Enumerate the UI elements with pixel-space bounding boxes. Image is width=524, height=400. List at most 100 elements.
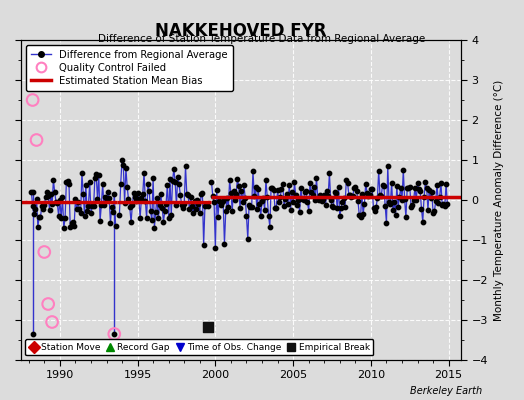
Point	[95, 172, 103, 179]
Point	[340, 194, 348, 201]
Point	[203, 203, 212, 209]
Point	[102, 196, 111, 202]
Point	[362, 180, 370, 187]
Point	[427, 195, 435, 202]
Point	[187, 194, 195, 200]
Point	[32, 137, 41, 143]
Point	[303, 198, 312, 205]
Point	[391, 212, 400, 218]
Point	[115, 211, 124, 218]
Point	[41, 194, 50, 200]
Point	[227, 190, 235, 196]
Point	[328, 202, 336, 209]
Point	[326, 197, 335, 204]
Point	[71, 196, 80, 202]
Point	[140, 170, 148, 176]
Point	[75, 206, 83, 212]
Point	[282, 191, 291, 197]
Point	[157, 191, 165, 198]
Point	[302, 187, 310, 194]
Point	[60, 225, 68, 231]
Point	[255, 201, 264, 207]
Point	[28, 203, 37, 209]
Point	[151, 208, 160, 215]
Point	[257, 213, 265, 219]
Point	[90, 203, 98, 210]
Point	[100, 202, 108, 209]
Point	[338, 199, 346, 206]
Point	[360, 200, 368, 207]
Point	[168, 178, 177, 184]
Point	[332, 190, 340, 196]
Point	[57, 215, 66, 221]
Point	[53, 200, 61, 206]
Point	[61, 215, 69, 222]
Point	[335, 213, 344, 219]
Point	[92, 171, 101, 178]
Point	[441, 203, 449, 210]
Point	[56, 197, 64, 204]
Point	[232, 191, 241, 198]
Point	[323, 188, 331, 195]
Point	[289, 199, 297, 206]
Point	[48, 319, 56, 325]
Point	[163, 182, 171, 188]
Point	[312, 175, 321, 181]
Point	[149, 175, 157, 182]
Point	[28, 189, 37, 195]
Point	[279, 180, 287, 187]
Point	[235, 183, 243, 189]
Point	[193, 197, 201, 203]
Point	[249, 168, 257, 174]
Point	[261, 177, 270, 183]
Point	[422, 185, 431, 191]
Point	[309, 192, 317, 198]
Point	[350, 184, 358, 191]
Point	[284, 201, 292, 208]
Point	[239, 182, 248, 188]
Point	[331, 188, 339, 195]
Point	[236, 205, 244, 211]
Point	[36, 214, 45, 220]
Point	[351, 184, 359, 190]
Point	[263, 193, 271, 200]
Point	[272, 205, 280, 211]
Point	[395, 194, 403, 200]
Point	[35, 214, 43, 220]
Point	[222, 208, 230, 214]
Point	[381, 203, 389, 209]
Point	[416, 188, 424, 194]
Point	[246, 204, 255, 210]
Point	[69, 219, 77, 226]
Point	[46, 207, 54, 213]
Point	[212, 186, 221, 193]
Point	[215, 198, 223, 204]
Point	[346, 192, 354, 198]
Point	[156, 202, 164, 208]
Point	[286, 206, 294, 213]
Point	[408, 202, 417, 208]
Point	[369, 205, 378, 212]
Point	[93, 196, 102, 202]
Point	[208, 179, 216, 185]
Point	[129, 190, 138, 196]
Point	[31, 206, 39, 212]
Point	[264, 212, 272, 219]
Point	[101, 194, 110, 200]
Point	[400, 196, 409, 203]
Point	[85, 179, 94, 185]
Point	[443, 201, 452, 208]
Point	[372, 204, 380, 210]
Point	[237, 188, 245, 194]
Point	[252, 184, 260, 190]
Point	[189, 210, 198, 216]
Point	[325, 170, 334, 177]
Point	[268, 184, 277, 191]
Point	[297, 185, 305, 192]
Point	[154, 215, 162, 221]
Point	[353, 188, 361, 194]
Point	[424, 206, 432, 213]
Point	[220, 241, 228, 247]
Point	[288, 188, 296, 195]
Point	[281, 196, 290, 202]
